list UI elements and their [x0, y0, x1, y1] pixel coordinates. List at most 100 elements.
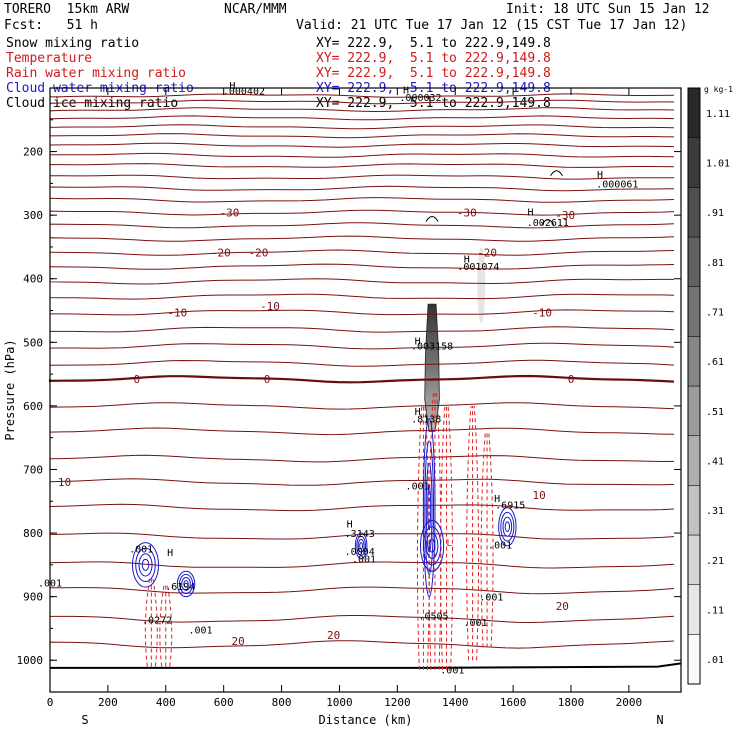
rain-contour — [166, 583, 173, 667]
temperature-label: -10 — [532, 306, 552, 319]
cloud-water-contour — [141, 558, 150, 571]
temperature-label: -30 — [457, 207, 477, 220]
field-name-snow: Snow mixing ratio — [6, 36, 140, 51]
colorbar-label: .31 — [706, 506, 724, 517]
rain-contour — [424, 405, 430, 670]
cloud-water-contour — [179, 573, 194, 594]
rain-contour — [159, 583, 165, 667]
rain-contour — [416, 405, 423, 670]
x-tick-label: 2000 — [616, 696, 643, 709]
x-axis-label: Distance (km) — [319, 713, 413, 727]
extremum-marker: L — [446, 538, 452, 549]
temperature-contour — [49, 107, 675, 113]
temperature-contour — [49, 586, 675, 595]
rain-contour — [488, 431, 494, 648]
forecast-hour: Fcst: 51 h — [4, 18, 98, 33]
temperature-contour — [49, 249, 675, 256]
y-tick-label: 200 — [23, 146, 43, 159]
x-tick-label: 1400 — [442, 696, 469, 709]
rain-contour — [466, 405, 472, 661]
colorbar-label: 1.11 — [706, 109, 730, 120]
extremum-value: .001 — [479, 593, 503, 604]
temperature-contour — [49, 640, 675, 649]
temperature-contour — [49, 309, 675, 316]
extremum-value: .001074 — [457, 262, 499, 273]
temperature-contour — [49, 503, 675, 512]
temperature-contour — [49, 115, 675, 121]
cloud-water-contour — [427, 484, 432, 531]
temperature-contour — [49, 427, 675, 436]
extremum-value: .6194 — [165, 582, 195, 593]
y-tick-label: 700 — [23, 463, 43, 476]
temperature-contour — [49, 342, 675, 350]
temperature-label: 20 — [556, 600, 569, 613]
extremum-value: .8138 — [411, 415, 441, 426]
colorbar-swatch — [687, 485, 701, 536]
extremum-value: .0004 — [345, 547, 375, 558]
temperature-contour — [49, 142, 675, 148]
colorbar-label: .51 — [706, 407, 724, 418]
x-tick-label: 800 — [272, 696, 292, 709]
field-xy-snow: XY= 222.9, 5.1 to 222.9,149.8 — [316, 36, 551, 51]
extremum-marker: H — [464, 254, 470, 265]
temperature-label: 10 — [533, 489, 546, 502]
y-tick-label: 400 — [23, 273, 43, 286]
rain-contour — [447, 405, 453, 670]
x-tick-label: 1200 — [384, 696, 411, 709]
x-tick-label: 1600 — [500, 696, 527, 709]
cloud-water-contour — [422, 418, 436, 598]
y-tick-label: 900 — [23, 591, 43, 604]
plot-frame — [49, 87, 682, 693]
y-tick-label: 1000 — [17, 654, 44, 667]
colorbar-label: .41 — [706, 457, 724, 468]
extremum-marker: H — [403, 85, 409, 96]
cloud-water-contour — [181, 577, 191, 591]
colorbar-swatch — [687, 385, 701, 436]
temperature-label: 20 — [327, 629, 340, 642]
colorbar-swatch — [687, 87, 701, 138]
cloud-water-contour — [354, 532, 368, 559]
temperature-contour — [49, 93, 675, 98]
colorbar-swatch — [687, 236, 701, 287]
temperature-label: -10 — [260, 300, 280, 313]
colorbar-swatch — [687, 634, 701, 685]
temperature-label: -20 — [248, 247, 268, 260]
freezing-contour — [48, 374, 675, 384]
colorbar-label: .91 — [706, 208, 724, 219]
temperature-label: -10 — [167, 306, 187, 319]
cloud-water-contour — [422, 526, 442, 566]
x-tick-label: 1000 — [326, 696, 353, 709]
y-tick-label: 600 — [23, 400, 43, 413]
extremum-value: .001 — [440, 666, 464, 677]
colorbar-label: .11 — [706, 606, 724, 617]
cloud-water-contour — [131, 542, 160, 588]
temperature-contour — [49, 478, 675, 486]
extremum-value: .0505 — [418, 612, 448, 623]
cloud-ice-contour — [550, 170, 563, 177]
colorbar-label: .81 — [706, 258, 724, 269]
temperature-contour — [49, 263, 675, 270]
temperature-contour — [49, 197, 675, 203]
extremum-value: .001 — [352, 554, 376, 565]
temperature-label: 20 — [232, 635, 245, 648]
temperature-contour — [49, 326, 675, 333]
temperature-label: -30 — [220, 207, 240, 220]
field-xy-cloud-ice: XY= 222.9, 5.1 to 222.9,149.8 — [316, 96, 551, 111]
extremum-value: .001 — [463, 618, 487, 629]
extremum-value: .6915 — [495, 500, 525, 511]
cloud-water-contour — [138, 553, 153, 577]
extremum-value: .001 — [129, 544, 153, 555]
temperature-contour — [49, 278, 674, 285]
rain-contour — [473, 405, 480, 661]
extremum-marker: H — [347, 520, 353, 531]
extremum-value: .3143 — [345, 529, 375, 540]
cloud-water-contour — [500, 511, 515, 542]
rain-contour — [144, 577, 151, 667]
temperature-label: -20 — [477, 247, 497, 260]
temperature-contour — [49, 454, 675, 463]
cloud-water-contour — [425, 462, 433, 553]
temperature-contour — [49, 152, 675, 158]
y-tick-label: 300 — [23, 209, 43, 222]
extremum-value: .002611 — [527, 218, 569, 229]
colorbar-frame — [687, 87, 701, 685]
